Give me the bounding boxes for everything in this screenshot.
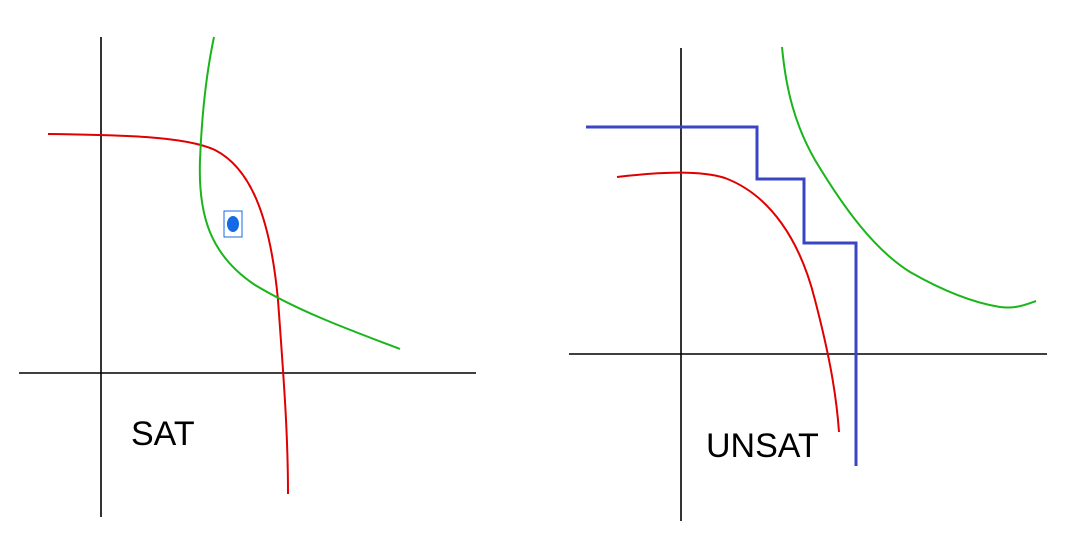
blue-staircase-separator bbox=[586, 125, 858, 466]
sat-label: SAT bbox=[131, 415, 195, 453]
solution-point-marker bbox=[223, 210, 243, 238]
unsat-red-curve bbox=[616, 171, 840, 433]
unsat-label: UNSAT bbox=[706, 427, 819, 465]
sat-green-curve bbox=[198, 36, 401, 350]
unsat-panel: UNSAT bbox=[569, 46, 1047, 521]
sat-red-curve bbox=[47, 133, 289, 495]
sat-panel: SAT bbox=[19, 36, 476, 517]
unsat-green-curve bbox=[781, 46, 1037, 309]
solution-point bbox=[227, 216, 239, 232]
